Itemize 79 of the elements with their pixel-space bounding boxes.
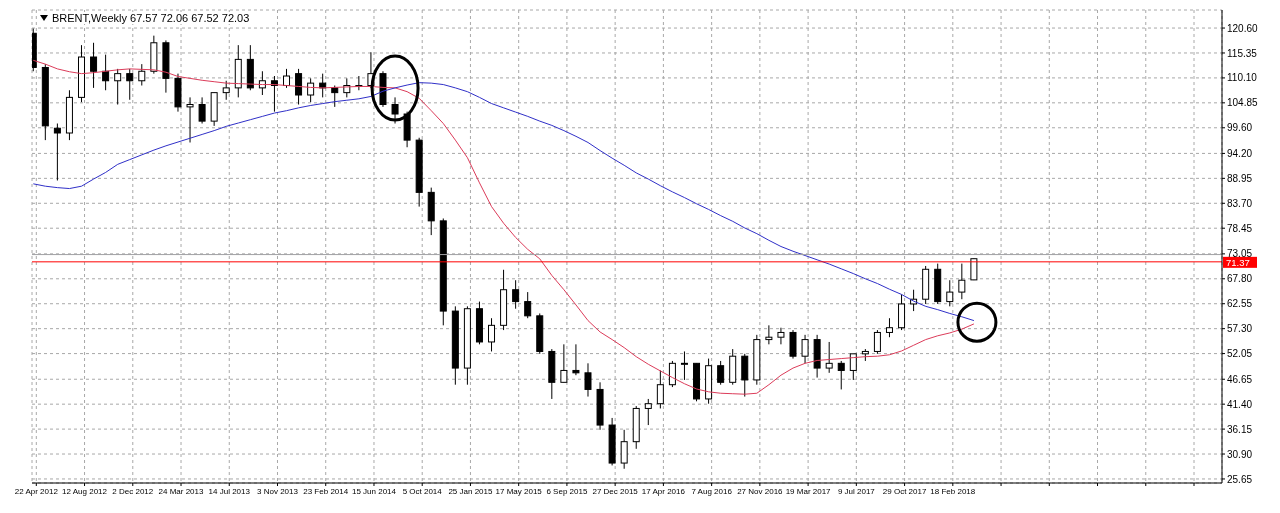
candlestick — [126, 68, 134, 101]
candlestick — [620, 429, 628, 470]
y-tick-label: 94.20 — [1227, 147, 1253, 159]
x-tick-label: 24 Mar 2013 — [158, 486, 205, 496]
candlestick — [873, 329, 881, 355]
x-tick-label: 15 Jun 2014 — [351, 486, 397, 496]
y-tick-label: 67.80 — [1227, 273, 1253, 285]
candlestick — [258, 70, 266, 96]
candlestick — [837, 360, 845, 390]
candlestick — [680, 350, 688, 381]
candlestick — [668, 360, 676, 388]
x-tick-label: 22 Apr 2012 — [14, 486, 59, 496]
candlestick — [765, 324, 773, 345]
candlestick — [283, 68, 291, 89]
candlestick — [801, 334, 809, 364]
candlestick — [656, 369, 664, 409]
candlestick — [584, 362, 592, 398]
candlestick — [717, 360, 725, 386]
x-tick-label: 3 Nov 2013 — [257, 486, 299, 496]
candlestick — [898, 293, 906, 331]
y-tick-label: 120.60 — [1227, 22, 1259, 34]
y-tick-label: 57.30 — [1227, 323, 1253, 335]
x-tick-label: 12 Aug 2012 — [62, 486, 108, 496]
y-tick-label: 41.40 — [1227, 398, 1253, 410]
x-tick-label: 19 Mar 2017 — [785, 486, 832, 496]
candlestick — [90, 42, 98, 89]
candlestick — [488, 317, 496, 352]
candlestick — [331, 85, 339, 108]
x-tick-label: 6 Sep 2015 — [546, 486, 588, 496]
candlestick — [825, 341, 833, 374]
candlestick — [789, 329, 797, 360]
x-tick-label: 27 Nov 2016 — [737, 486, 784, 496]
candlestick — [512, 279, 520, 310]
y-tick-label: 46.65 — [1227, 373, 1253, 385]
candlestick — [560, 343, 568, 383]
candlestick — [958, 263, 966, 300]
candlestick — [572, 343, 580, 376]
x-tick-label: 9 Jul 2017 — [837, 486, 876, 496]
candlestick — [138, 63, 146, 87]
y-tick-label: 99.60 — [1227, 122, 1253, 134]
candlestick — [222, 80, 230, 101]
y-tick-label: 62.55 — [1227, 298, 1253, 310]
candlestick — [777, 327, 785, 345]
candlestick — [524, 291, 532, 319]
line-series — [32, 82, 975, 322]
y-tick-label: 88.95 — [1227, 172, 1253, 184]
x-tick-label: 2 Dec 2012 — [112, 486, 154, 496]
y-tick-label: 104.85 — [1227, 97, 1259, 109]
y-tick-label: 25.65 — [1227, 473, 1253, 485]
candlestick — [946, 279, 954, 307]
y-tick-label: 83.70 — [1227, 197, 1253, 209]
x-tick-label: 7 Aug 2016 — [691, 486, 733, 496]
x-tick-label: 17 May 2015 — [495, 486, 543, 496]
x-tick-label: 17 Apr 2016 — [641, 486, 686, 496]
x-tick-label: 29 Oct 2017 — [882, 486, 927, 496]
x-tick-label: 23 Feb 2014 — [303, 486, 349, 496]
candlestick — [186, 96, 194, 143]
candlestick — [295, 68, 303, 106]
x-tick-label: 18 Feb 2018 — [930, 486, 976, 496]
candlestick — [53, 123, 61, 181]
y-tick-label: 52.05 — [1227, 348, 1253, 360]
candlestick — [114, 68, 122, 106]
x-tick-label: 5 Oct 2014 — [402, 486, 443, 496]
y-tick-label: 78.45 — [1227, 222, 1253, 234]
candlestick — [849, 353, 857, 381]
candlestick — [644, 398, 652, 426]
x-tick-label: 14 Jul 2013 — [208, 486, 251, 496]
y-tick-label: 36.15 — [1227, 423, 1253, 435]
candlestick — [270, 75, 278, 113]
y-tick-label: 110.10 — [1227, 72, 1258, 84]
y-tick-label: 115.35 — [1227, 47, 1258, 59]
x-tick-label: 27 Dec 2015 — [592, 486, 639, 496]
x-tick-label: 25 Jan 2015 — [448, 486, 494, 496]
candlestick — [391, 96, 399, 124]
candlestick — [741, 353, 749, 398]
y-tick-label: 30.90 — [1227, 448, 1253, 460]
candlestick — [198, 96, 206, 124]
candlestick — [885, 317, 893, 338]
chart-title: BRENT,Weekly 67.57 72.06 67.52 72.03 — [52, 12, 250, 24]
